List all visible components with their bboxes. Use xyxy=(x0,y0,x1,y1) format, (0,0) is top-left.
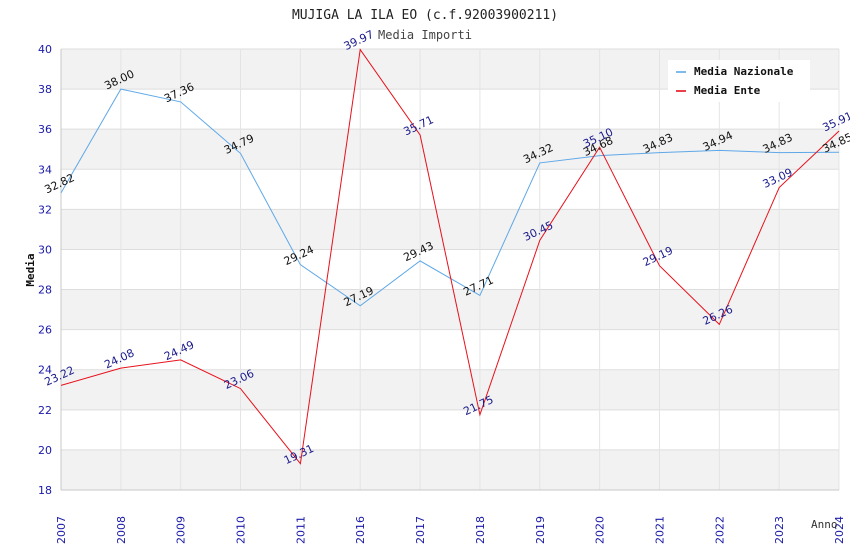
x-axis-label: Anno xyxy=(811,518,838,531)
x-tick-label: 2018 xyxy=(474,516,487,544)
legend-label-media-ente: Media Ente xyxy=(694,84,761,97)
grid-band xyxy=(61,369,839,410)
chart-subtitle: Media Importi xyxy=(378,28,472,42)
x-tick-label: 2021 xyxy=(653,516,666,544)
grid-band xyxy=(61,209,839,250)
x-tick-label: 2016 xyxy=(354,516,367,544)
series-lines xyxy=(60,48,840,465)
y-tick-label: 28 xyxy=(38,284,52,297)
data-label: 24.49 xyxy=(162,338,196,363)
x-tick-label: 2024 xyxy=(833,516,846,544)
x-tick-label: 2009 xyxy=(175,516,188,544)
y-tick-label: 20 xyxy=(38,444,52,457)
y-tick-label: 36 xyxy=(38,123,52,136)
x-tick-label: 2010 xyxy=(235,516,248,544)
grid-band xyxy=(61,449,839,490)
x-tick-label: 2020 xyxy=(594,516,607,544)
series-line-media-nazionale xyxy=(60,88,840,307)
x-tick-label: 2017 xyxy=(414,516,427,544)
grid-lines xyxy=(60,48,840,491)
y-tick-label: 18 xyxy=(38,484,52,497)
x-tick-label: 2007 xyxy=(55,516,68,544)
y-tick-label: 34 xyxy=(38,163,52,176)
series-line-media-ente xyxy=(60,48,840,465)
grid-band xyxy=(61,289,839,330)
legend-label-media-nazionale: Media Nazionale xyxy=(694,65,794,78)
y-tick-label: 22 xyxy=(38,404,52,417)
y-tick-label: 26 xyxy=(38,324,52,337)
grid-band xyxy=(61,129,839,170)
legend: Media Nazionale Media Ente xyxy=(668,60,810,102)
grid-bands xyxy=(61,49,839,490)
y-tick-label: 32 xyxy=(38,203,52,216)
y-axis-label: Media xyxy=(24,253,37,286)
y-tick-label: 40 xyxy=(38,43,52,56)
x-tick-label: 2023 xyxy=(773,516,786,544)
chart-title: MUJIGA LA ILA EO (c.f.92003900211) xyxy=(292,8,558,23)
x-tick-label: 2011 xyxy=(294,516,307,544)
legend-box xyxy=(668,60,810,102)
data-label: 24.08 xyxy=(102,346,136,371)
y-tick-label: 38 xyxy=(38,83,52,96)
x-tick-label: 2022 xyxy=(713,516,726,544)
x-tick-label: 2008 xyxy=(115,516,128,544)
y-tick-label: 24 xyxy=(38,364,52,377)
y-tick-label: 30 xyxy=(38,243,52,256)
x-tick-label: 2019 xyxy=(534,516,547,544)
